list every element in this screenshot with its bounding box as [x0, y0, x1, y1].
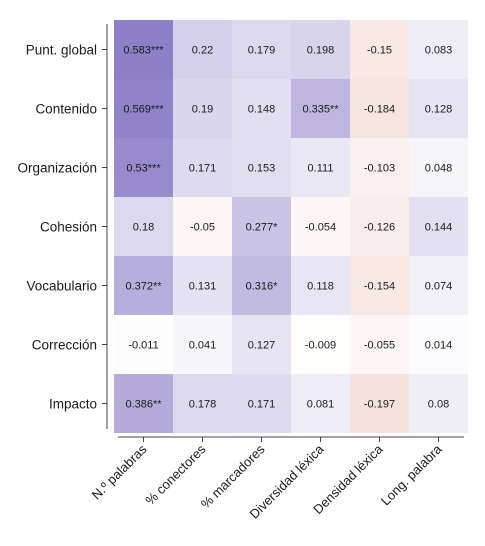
cell-value-label: 0.372** — [125, 281, 162, 293]
heatmap-cell — [114, 315, 173, 374]
heatmap-cell — [232, 374, 291, 433]
cell-value-label: 0.316* — [246, 281, 279, 293]
cell-value-label: -0.197 — [364, 399, 395, 411]
heatmap-cell — [291, 138, 350, 197]
cell-value-label: 0.53*** — [126, 163, 161, 175]
heatmap-cell — [232, 256, 291, 315]
cell-value-label: 0.144 — [425, 222, 453, 234]
cell-value-label: 0.153 — [248, 163, 276, 175]
heatmap-cell — [114, 79, 173, 138]
cell-value-label: 0.19 — [192, 104, 213, 116]
heatmap-cell — [409, 197, 468, 256]
heatmap-cell — [350, 20, 409, 79]
heatmap-cell — [173, 20, 232, 79]
heatmap-cell — [114, 256, 173, 315]
cell-value-label: 0.048 — [425, 163, 453, 175]
heatmap-cell — [173, 197, 232, 256]
cell-value-label: 0.081 — [307, 399, 335, 411]
heatmap-cell — [409, 374, 468, 433]
cell-value-label: 0.041 — [189, 340, 217, 352]
heatmap-cell — [409, 20, 468, 79]
heatmap-cell — [350, 256, 409, 315]
heatmap-cell — [232, 20, 291, 79]
row-label: Cohesión — [40, 220, 97, 235]
heatmap-cell — [291, 20, 350, 79]
cell-value-label: 0.131 — [189, 281, 217, 293]
cell-value-label: 0.014 — [425, 340, 453, 352]
cell-value-label: 0.178 — [189, 399, 217, 411]
cell-value-label: -0.184 — [364, 104, 395, 116]
cell-value-label: 0.22 — [192, 45, 213, 57]
cell-value-label: 0.111 — [308, 163, 334, 175]
cell-value-label: 0.277* — [246, 222, 279, 234]
heatmap-cell — [409, 79, 468, 138]
heatmap-cell — [291, 197, 350, 256]
column-label: Long. palabra — [378, 441, 445, 508]
column-label: N.º palabras — [89, 441, 150, 502]
cell-value-label: -0.126 — [364, 222, 395, 234]
heatmap-cell — [114, 138, 173, 197]
cell-value-label: 0.118 — [307, 281, 334, 293]
heatmap-cell — [173, 315, 232, 374]
cell-value-label: 0.128 — [425, 104, 453, 116]
heatmap-cell — [409, 256, 468, 315]
heatmap-cell — [291, 374, 350, 433]
heatmap-cell — [350, 79, 409, 138]
heatmap-cell — [114, 197, 173, 256]
heatmap-cell — [114, 374, 173, 433]
cell-value-label: 0.171 — [248, 399, 276, 411]
row-label: Impacto — [49, 397, 97, 412]
heatmap-cell — [232, 315, 291, 374]
heatmap-cell — [291, 79, 350, 138]
heatmap-cell — [350, 138, 409, 197]
cell-value-label: 0.127 — [248, 340, 276, 352]
heatmap-cell — [350, 197, 409, 256]
cell-value-label: 0.171 — [189, 163, 217, 175]
cell-value-label: 0.179 — [248, 45, 276, 57]
cell-value-label: 0.18 — [133, 222, 154, 234]
row-label: Vocabulario — [26, 279, 97, 294]
cell-value-label: 0.386** — [125, 399, 162, 411]
cell-value-label: 0.583*** — [123, 45, 164, 57]
heatmap-cell — [291, 315, 350, 374]
heatmap-cell — [232, 197, 291, 256]
cell-value-label: 0.198 — [307, 45, 335, 57]
cell-value-label: -0.15 — [367, 45, 392, 57]
heatmap-cell — [350, 315, 409, 374]
heatmap-cell — [173, 79, 232, 138]
heatmap-cell — [173, 138, 232, 197]
cell-value-label: 0.335** — [302, 104, 339, 116]
heatmap-cell — [173, 256, 232, 315]
heatmap-cell — [114, 20, 173, 79]
cell-value-label: -0.054 — [305, 222, 336, 234]
cell-value-label: -0.011 — [128, 340, 158, 352]
cell-value-label: 0.083 — [425, 45, 453, 57]
heatmap-cell — [173, 374, 232, 433]
cell-value-label: -0.009 — [305, 340, 336, 352]
heatmap-cell — [409, 138, 468, 197]
heatmap-cell — [291, 256, 350, 315]
cell-value-label: -0.05 — [190, 222, 215, 234]
cell-value-label: 0.148 — [248, 104, 276, 116]
row-label: Contenido — [35, 102, 97, 117]
cell-value-label: -0.154 — [364, 281, 395, 293]
cell-value-label: -0.055 — [364, 340, 395, 352]
heatmap-cell — [350, 374, 409, 433]
row-label: Organización — [17, 161, 97, 176]
heatmap-cells: 0.583*** 0.22 0.179 0.198 -0.15 0.083 0.569***… — [114, 20, 468, 433]
row-label: Corrección — [32, 338, 97, 353]
cell-value-label: 0.08 — [428, 399, 449, 411]
cell-value-label: 0.569*** — [123, 104, 164, 116]
row-label: Punt. global — [26, 43, 97, 58]
cell-value-label: 0.074 — [425, 281, 453, 293]
column-label: % conectores — [142, 441, 209, 508]
heatmap-cell — [409, 315, 468, 374]
heatmap-cell — [232, 79, 291, 138]
heatmap-cell — [232, 138, 291, 197]
cell-value-label: -0.103 — [364, 163, 395, 175]
